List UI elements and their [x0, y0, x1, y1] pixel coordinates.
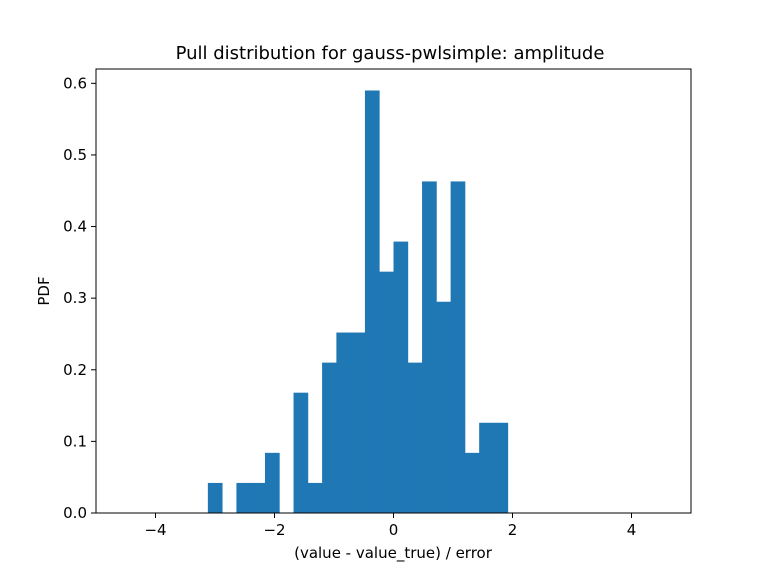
y-tick-label: 0.1	[63, 432, 87, 450]
y-tick-label: 0.0	[63, 504, 87, 522]
histogram-bar	[322, 362, 337, 513]
x-axis-label: (value - value_true) / error	[294, 544, 493, 563]
x-axis-ticks: −4 −2 0 2 4	[144, 513, 636, 539]
y-tick-label: 0.6	[63, 74, 87, 92]
histogram-bar	[393, 241, 409, 513]
histogram-bar	[250, 482, 266, 513]
y-tick-label: 0.4	[63, 218, 87, 236]
bars-group	[207, 90, 509, 513]
histogram-bar	[336, 332, 352, 513]
histogram-bar	[464, 452, 480, 513]
histogram-bar	[364, 90, 380, 513]
histogram-bar	[450, 181, 466, 513]
histogram-bar	[350, 332, 366, 513]
histogram-bar	[379, 271, 394, 513]
histogram-bar	[493, 422, 509, 513]
y-tick-label: 0.3	[63, 289, 87, 307]
y-tick-label: 0.2	[63, 361, 87, 379]
y-axis-ticks: 0.0 0.1 0.2 0.3 0.4 0.5 0.6	[63, 74, 96, 522]
x-tick-label: 4	[627, 521, 637, 539]
histogram-bar	[293, 392, 309, 513]
y-tick-label: 0.5	[63, 146, 87, 164]
histogram-bar	[407, 362, 423, 513]
histogram-bar	[422, 181, 437, 513]
histogram-bar	[307, 482, 323, 513]
histogram-bar	[479, 422, 494, 513]
histogram-bar	[436, 301, 452, 513]
x-tick-label: 0	[389, 521, 399, 539]
chart-title: Pull distribution for gauss-pwlsimple: a…	[176, 43, 605, 64]
y-axis-label: PDF	[35, 276, 53, 305]
histogram-bar	[264, 452, 280, 513]
x-tick-label: −4	[144, 521, 166, 539]
x-tick-label: −2	[263, 521, 285, 539]
x-tick-label: 2	[508, 521, 518, 539]
histogram-bar	[236, 482, 252, 513]
histogram-bar	[207, 482, 223, 513]
